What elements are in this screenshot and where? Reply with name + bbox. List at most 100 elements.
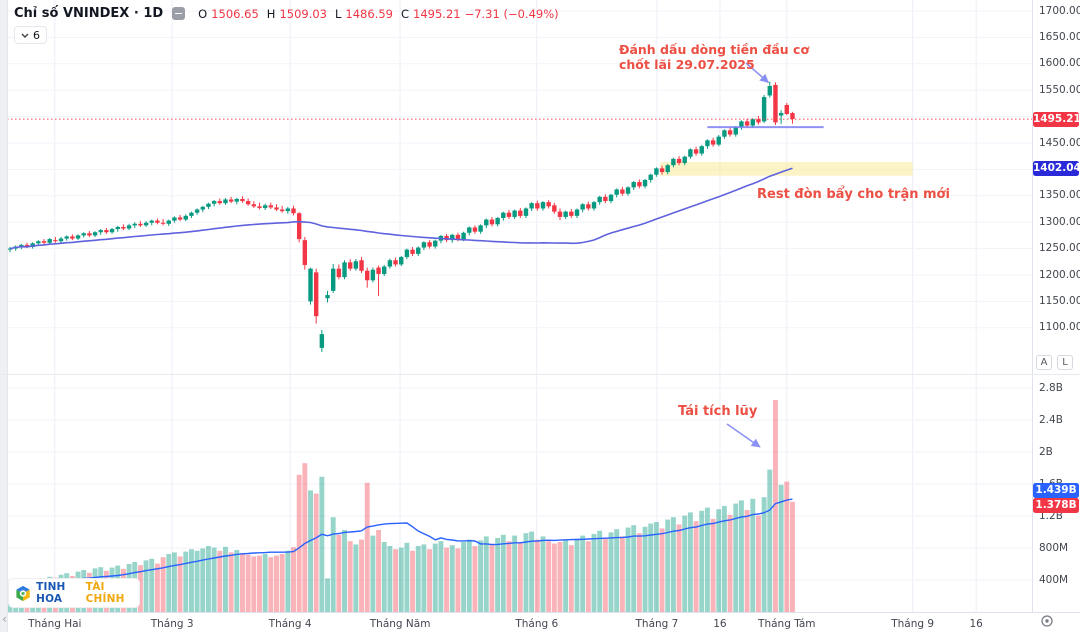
volume-bar bbox=[194, 550, 200, 612]
volume-bar bbox=[580, 535, 586, 612]
auto-scale-button[interactable]: A bbox=[1036, 355, 1052, 370]
symbol-title[interactable]: Chỉ số VNINDEX · 1D bbox=[14, 6, 164, 21]
volume-bar bbox=[251, 556, 257, 612]
volume-bar bbox=[551, 543, 557, 612]
price-axis-label: 1450.00 bbox=[1039, 136, 1080, 149]
volume-bar bbox=[523, 533, 529, 612]
volume-bar bbox=[625, 527, 631, 612]
minus-icon bbox=[175, 12, 183, 15]
candle-down bbox=[291, 208, 296, 214]
candle-up bbox=[325, 295, 330, 299]
candle-up bbox=[115, 226, 120, 230]
candle-down bbox=[410, 249, 415, 254]
volume-bar bbox=[330, 517, 336, 612]
chevron-down-icon bbox=[21, 33, 29, 38]
candle-down bbox=[727, 130, 733, 135]
candle-down bbox=[274, 207, 279, 210]
candle-down bbox=[104, 230, 109, 233]
time-axis[interactable]: Tháng Hai Tháng 3 Tháng 4 Tháng Năm Tháng 6 T… bbox=[0, 612, 1080, 632]
close-value: 1495.21 bbox=[413, 6, 461, 21]
candle-down bbox=[790, 113, 795, 120]
candle-up bbox=[64, 236, 69, 239]
last-price-badge: 1495.21 bbox=[1033, 111, 1080, 127]
candle-up bbox=[688, 149, 693, 157]
volume-bar bbox=[438, 541, 444, 612]
candle-down bbox=[455, 234, 461, 240]
volume-bar bbox=[262, 554, 268, 612]
candle-down bbox=[489, 219, 495, 225]
volume-bar bbox=[619, 536, 625, 612]
candle-up bbox=[330, 268, 336, 291]
collapse-panel-chevron-icon[interactable]: ‹ bbox=[2, 612, 7, 626]
volume-bar bbox=[336, 534, 342, 612]
candle-up bbox=[382, 266, 387, 274]
candle-up bbox=[234, 198, 239, 202]
timescale-settings-button[interactable] bbox=[1040, 613, 1054, 632]
candle-up bbox=[642, 179, 648, 187]
candle-down bbox=[756, 119, 761, 123]
candle-down bbox=[160, 222, 166, 224]
low-value: 1486.59 bbox=[345, 6, 393, 21]
candle-up bbox=[19, 244, 24, 247]
price-volume-chart[interactable] bbox=[0, 0, 1080, 612]
candle-down bbox=[87, 233, 92, 236]
change-value: −7.31 (−0.49%) bbox=[464, 6, 559, 21]
volume-bar bbox=[455, 548, 461, 612]
candle-down bbox=[535, 203, 540, 209]
candle-up bbox=[189, 212, 194, 216]
candle-down bbox=[552, 205, 557, 212]
volume-bar bbox=[568, 545, 574, 612]
collapse-legend-button[interactable] bbox=[172, 7, 186, 20]
volume-bar bbox=[631, 525, 637, 612]
volume-bar bbox=[636, 533, 642, 612]
time-axis-label: Tháng 9 bbox=[891, 618, 935, 630]
volume-bar bbox=[710, 518, 716, 612]
volume-bar bbox=[472, 546, 478, 612]
time-axis-label: Tháng 6 bbox=[515, 618, 559, 630]
scale-buttons: A L bbox=[1036, 355, 1073, 370]
volume-bar bbox=[325, 578, 330, 612]
annotation-profit-line1: Đánh dấu dòng tiền đầu cơ bbox=[619, 42, 810, 57]
volume-bar bbox=[347, 541, 353, 612]
candle-up bbox=[7, 248, 13, 250]
candle-up bbox=[654, 168, 659, 175]
volume-bar bbox=[415, 546, 421, 612]
volume-bar bbox=[602, 538, 608, 612]
candle-down bbox=[296, 213, 302, 240]
candle-up bbox=[478, 225, 483, 232]
volume-bar bbox=[228, 552, 234, 612]
gear-icon bbox=[1041, 615, 1053, 627]
indicator-dropdown[interactable]: 6 bbox=[14, 26, 47, 44]
price-sma-line bbox=[9, 167, 793, 250]
candle-up bbox=[353, 261, 359, 269]
price-axis-label: 1300.00 bbox=[1039, 215, 1080, 228]
volume-bar bbox=[784, 481, 790, 612]
volume-bar bbox=[223, 546, 228, 612]
candle-up bbox=[433, 240, 438, 247]
pane-divider[interactable] bbox=[0, 374, 1080, 375]
volume-bar bbox=[461, 542, 467, 612]
volume-bar bbox=[353, 544, 359, 612]
high-label: H bbox=[266, 6, 276, 21]
volume-bar bbox=[500, 534, 506, 612]
time-axis-label: 16 bbox=[713, 618, 727, 630]
candle-up bbox=[523, 208, 529, 216]
candle-up bbox=[495, 217, 500, 225]
time-axis-label: 16 bbox=[969, 618, 983, 630]
candle-up bbox=[574, 209, 580, 216]
candle-up bbox=[126, 225, 132, 229]
volume-bar bbox=[614, 529, 620, 612]
candle-down bbox=[121, 226, 126, 229]
volume-bar bbox=[268, 557, 274, 612]
candle-up bbox=[183, 215, 188, 220]
candle-up bbox=[739, 121, 744, 128]
volume-bar bbox=[529, 531, 535, 612]
log-scale-button[interactable]: L bbox=[1057, 355, 1073, 370]
price-axis-label: 1100.00 bbox=[1039, 321, 1080, 334]
volume-bar bbox=[699, 510, 705, 612]
volume-bar bbox=[206, 546, 211, 612]
volume-bar bbox=[200, 548, 206, 612]
price-axis[interactable]: 1700.00 1650.00 1600.00 1550.00 1450.00 1350.… bbox=[1032, 0, 1080, 612]
candle-up bbox=[387, 260, 393, 267]
